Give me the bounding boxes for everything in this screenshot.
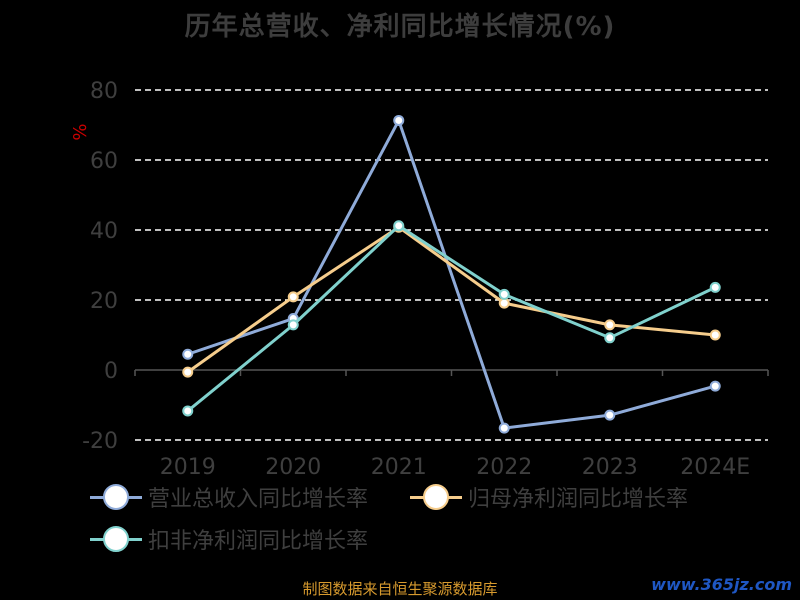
data-point-0 [709,380,721,392]
watermark: www.365jz.com [651,575,792,594]
legend-item-revenue-growth[interactable]: 营业总收入同比增长率 [90,481,368,513]
data-point-0 [393,114,405,126]
data-point-0 [182,348,194,360]
x-tick-label: 2019 [160,455,216,480]
data-point-0 [498,422,510,434]
data-point-2 [709,281,721,293]
data-point-2 [287,319,299,331]
data-point-1 [287,291,299,303]
x-tick-label: 2023 [582,455,638,480]
y-tick-label: 40 [90,219,118,244]
x-tick-label: 2024E [680,455,750,480]
x-tick-label: 2022 [476,455,532,480]
data-point-1 [498,297,510,309]
legend-swatch-revenue-growth [90,484,142,510]
data-point-2 [604,332,616,344]
x-tick-label: 2020 [265,455,321,480]
y-tick-label: 0 [104,359,118,384]
data-point-2 [498,288,510,300]
data-point-1 [604,319,616,331]
chart-title: 历年总营收、净利同比增长情况(%) [184,12,616,42]
legend-item-deducted-profit-growth[interactable]: 扣非净利润同比增长率 [90,523,368,555]
series-line-0 [187,118,716,430]
y-tick-label: 60 [90,149,118,174]
y-axis-label: % [70,123,91,140]
data-point-2 [182,405,194,417]
x-tick-label: 2021 [371,455,427,480]
y-tick-label: 80 [90,79,118,104]
legend-label-net-profit-growth: 归母净利润同比增长率 [468,487,689,512]
y-tick-label: 20 [90,289,118,314]
y-tick-label: -20 [82,429,118,454]
data-point-1 [709,329,721,341]
legend-swatch-net-profit-growth [410,484,462,510]
legend-item-net-profit-growth[interactable]: 归母净利润同比增长率 [410,481,688,513]
data-point-2 [393,220,405,232]
legend-label-revenue-growth: 营业总收入同比增长率 [148,487,369,512]
data-point-1 [182,366,194,378]
data-source-note: 制图数据来自恒生聚源数据库 [302,580,498,598]
legend-swatch-deducted-profit-growth [90,526,142,552]
series-line-1 [186,225,716,374]
legend-label-deducted-profit-growth: 扣非净利润同比增长率 [148,529,369,554]
series-line-2 [186,224,716,413]
data-point-0 [604,409,616,421]
